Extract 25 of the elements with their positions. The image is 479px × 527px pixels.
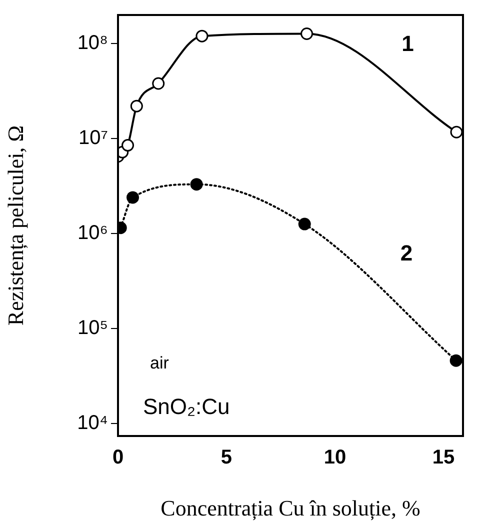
y-tick-label: 10⁸ (77, 32, 108, 54)
point (190, 178, 203, 191)
x-tick-label: 5 (220, 446, 232, 469)
point (122, 139, 134, 152)
point (130, 100, 143, 112)
x-tick-label: 15 (432, 446, 455, 469)
annotation: air (150, 354, 170, 373)
y-tick-label: 10⁴ (77, 412, 108, 434)
point (196, 30, 208, 42)
annotation: SnO₂:Cu (143, 394, 230, 420)
y-axis-title: Rezistența peliculei, Ω (2, 125, 28, 326)
y-tick-label: 10⁵ (77, 317, 108, 340)
series-label: 1 (402, 30, 414, 56)
y-tick-label: 10⁶ (78, 222, 108, 244)
point (126, 191, 140, 204)
point (450, 126, 463, 138)
point (300, 27, 314, 40)
point (152, 77, 165, 90)
point (298, 218, 311, 230)
x-tick-label: 0 (112, 446, 124, 469)
y-tick-label: 10⁷ (78, 127, 108, 150)
x-tick-label: 10 (324, 446, 346, 469)
x-axis-title: Concentrația Cu în soluție, % (160, 496, 420, 521)
point (450, 354, 462, 367)
series-label: 2 (400, 240, 413, 266)
